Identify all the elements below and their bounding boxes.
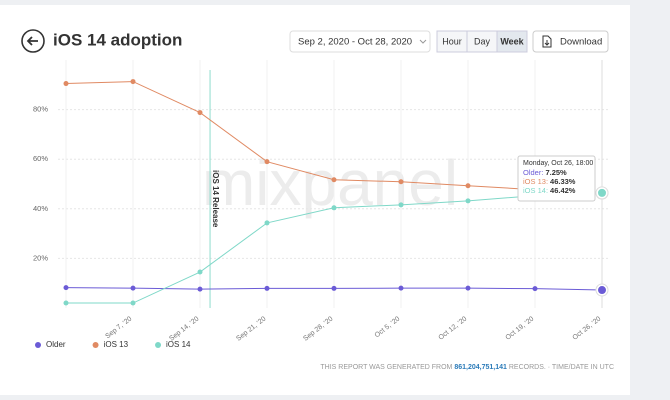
tooltip-series: Older (523, 168, 542, 177)
date-picker[interactable]: Sep 2, 2020 - Oct 28, 2020 (289, 30, 431, 53)
point (598, 286, 606, 295)
toggle-label: Week (500, 36, 524, 46)
point (398, 202, 404, 208)
point (465, 198, 471, 204)
point (130, 79, 136, 85)
legend-swatch[interactable] (92, 342, 99, 348)
tooltip-sep: : (546, 177, 548, 186)
point (197, 286, 203, 292)
tooltip-row: iOS 14:46.42% (523, 186, 576, 195)
legend-swatch[interactable] (35, 342, 41, 348)
legend-label[interactable]: Older (46, 340, 66, 349)
point (465, 183, 471, 189)
point (331, 205, 337, 211)
point (130, 300, 136, 306)
point (264, 220, 270, 226)
legend-label[interactable]: iOS 14 (166, 340, 191, 349)
point (331, 177, 337, 183)
point (63, 81, 69, 87)
back-button[interactable] (21, 29, 45, 53)
title: iOS 14 adoption (53, 30, 182, 49)
tooltip-row: Older:7.25% (523, 168, 567, 177)
point (598, 188, 606, 197)
download-button[interactable]: Download (532, 30, 609, 53)
tooltip-sep: : (541, 168, 543, 177)
tooltip-value: 7.25% (545, 168, 567, 177)
legend-label[interactable]: iOS 13 (104, 340, 129, 349)
point (398, 179, 404, 185)
point (331, 285, 337, 291)
tooltip-value: 46.42% (550, 186, 576, 195)
point (264, 285, 270, 291)
tooltip-series: iOS 14 (523, 186, 546, 195)
point (197, 110, 203, 116)
point (264, 159, 270, 165)
point (197, 269, 203, 275)
y-tick-label: 60% (33, 154, 48, 163)
y-tick-label: 40% (33, 204, 48, 213)
toggle-label: Hour (442, 36, 462, 46)
toggle-label: Day (474, 36, 491, 46)
tooltip-series: iOS 13 (523, 177, 546, 186)
footer-records: 861,204,751,141 (454, 364, 507, 371)
tooltip-value: 46.33% (550, 177, 576, 186)
footer-prefix: THIS REPORT WAS GENERATED FROM (320, 364, 452, 371)
tooltip-row: iOS 13:46.33% (523, 177, 576, 186)
point (532, 286, 538, 292)
tooltip: Monday, Oct 26, 18:00 Older:7.25%iOS 13:… (517, 155, 596, 202)
y-tick-label: 20% (33, 253, 48, 262)
point (63, 285, 69, 291)
toggle-button[interactable] (496, 30, 528, 53)
footer-suffix: RECORDS. · TIME/DATE IN UTC (509, 364, 614, 371)
y-tick-label: 80% (33, 105, 48, 114)
date-range: Sep 2, 2020 - Oct 28, 2020 (298, 37, 412, 48)
point (465, 285, 471, 291)
download-label: Download (560, 37, 602, 48)
tooltip-sep: : (546, 186, 548, 195)
annotation-label: iOS 14 Release (211, 170, 220, 228)
point (130, 285, 136, 291)
footer: THIS REPORT WAS GENERATED FROM 861,204,7… (320, 364, 614, 371)
tooltip-title: Monday, Oct 26, 18:00 (523, 160, 593, 167)
point (63, 300, 69, 306)
legend-swatch[interactable] (155, 342, 162, 348)
point (398, 285, 404, 291)
